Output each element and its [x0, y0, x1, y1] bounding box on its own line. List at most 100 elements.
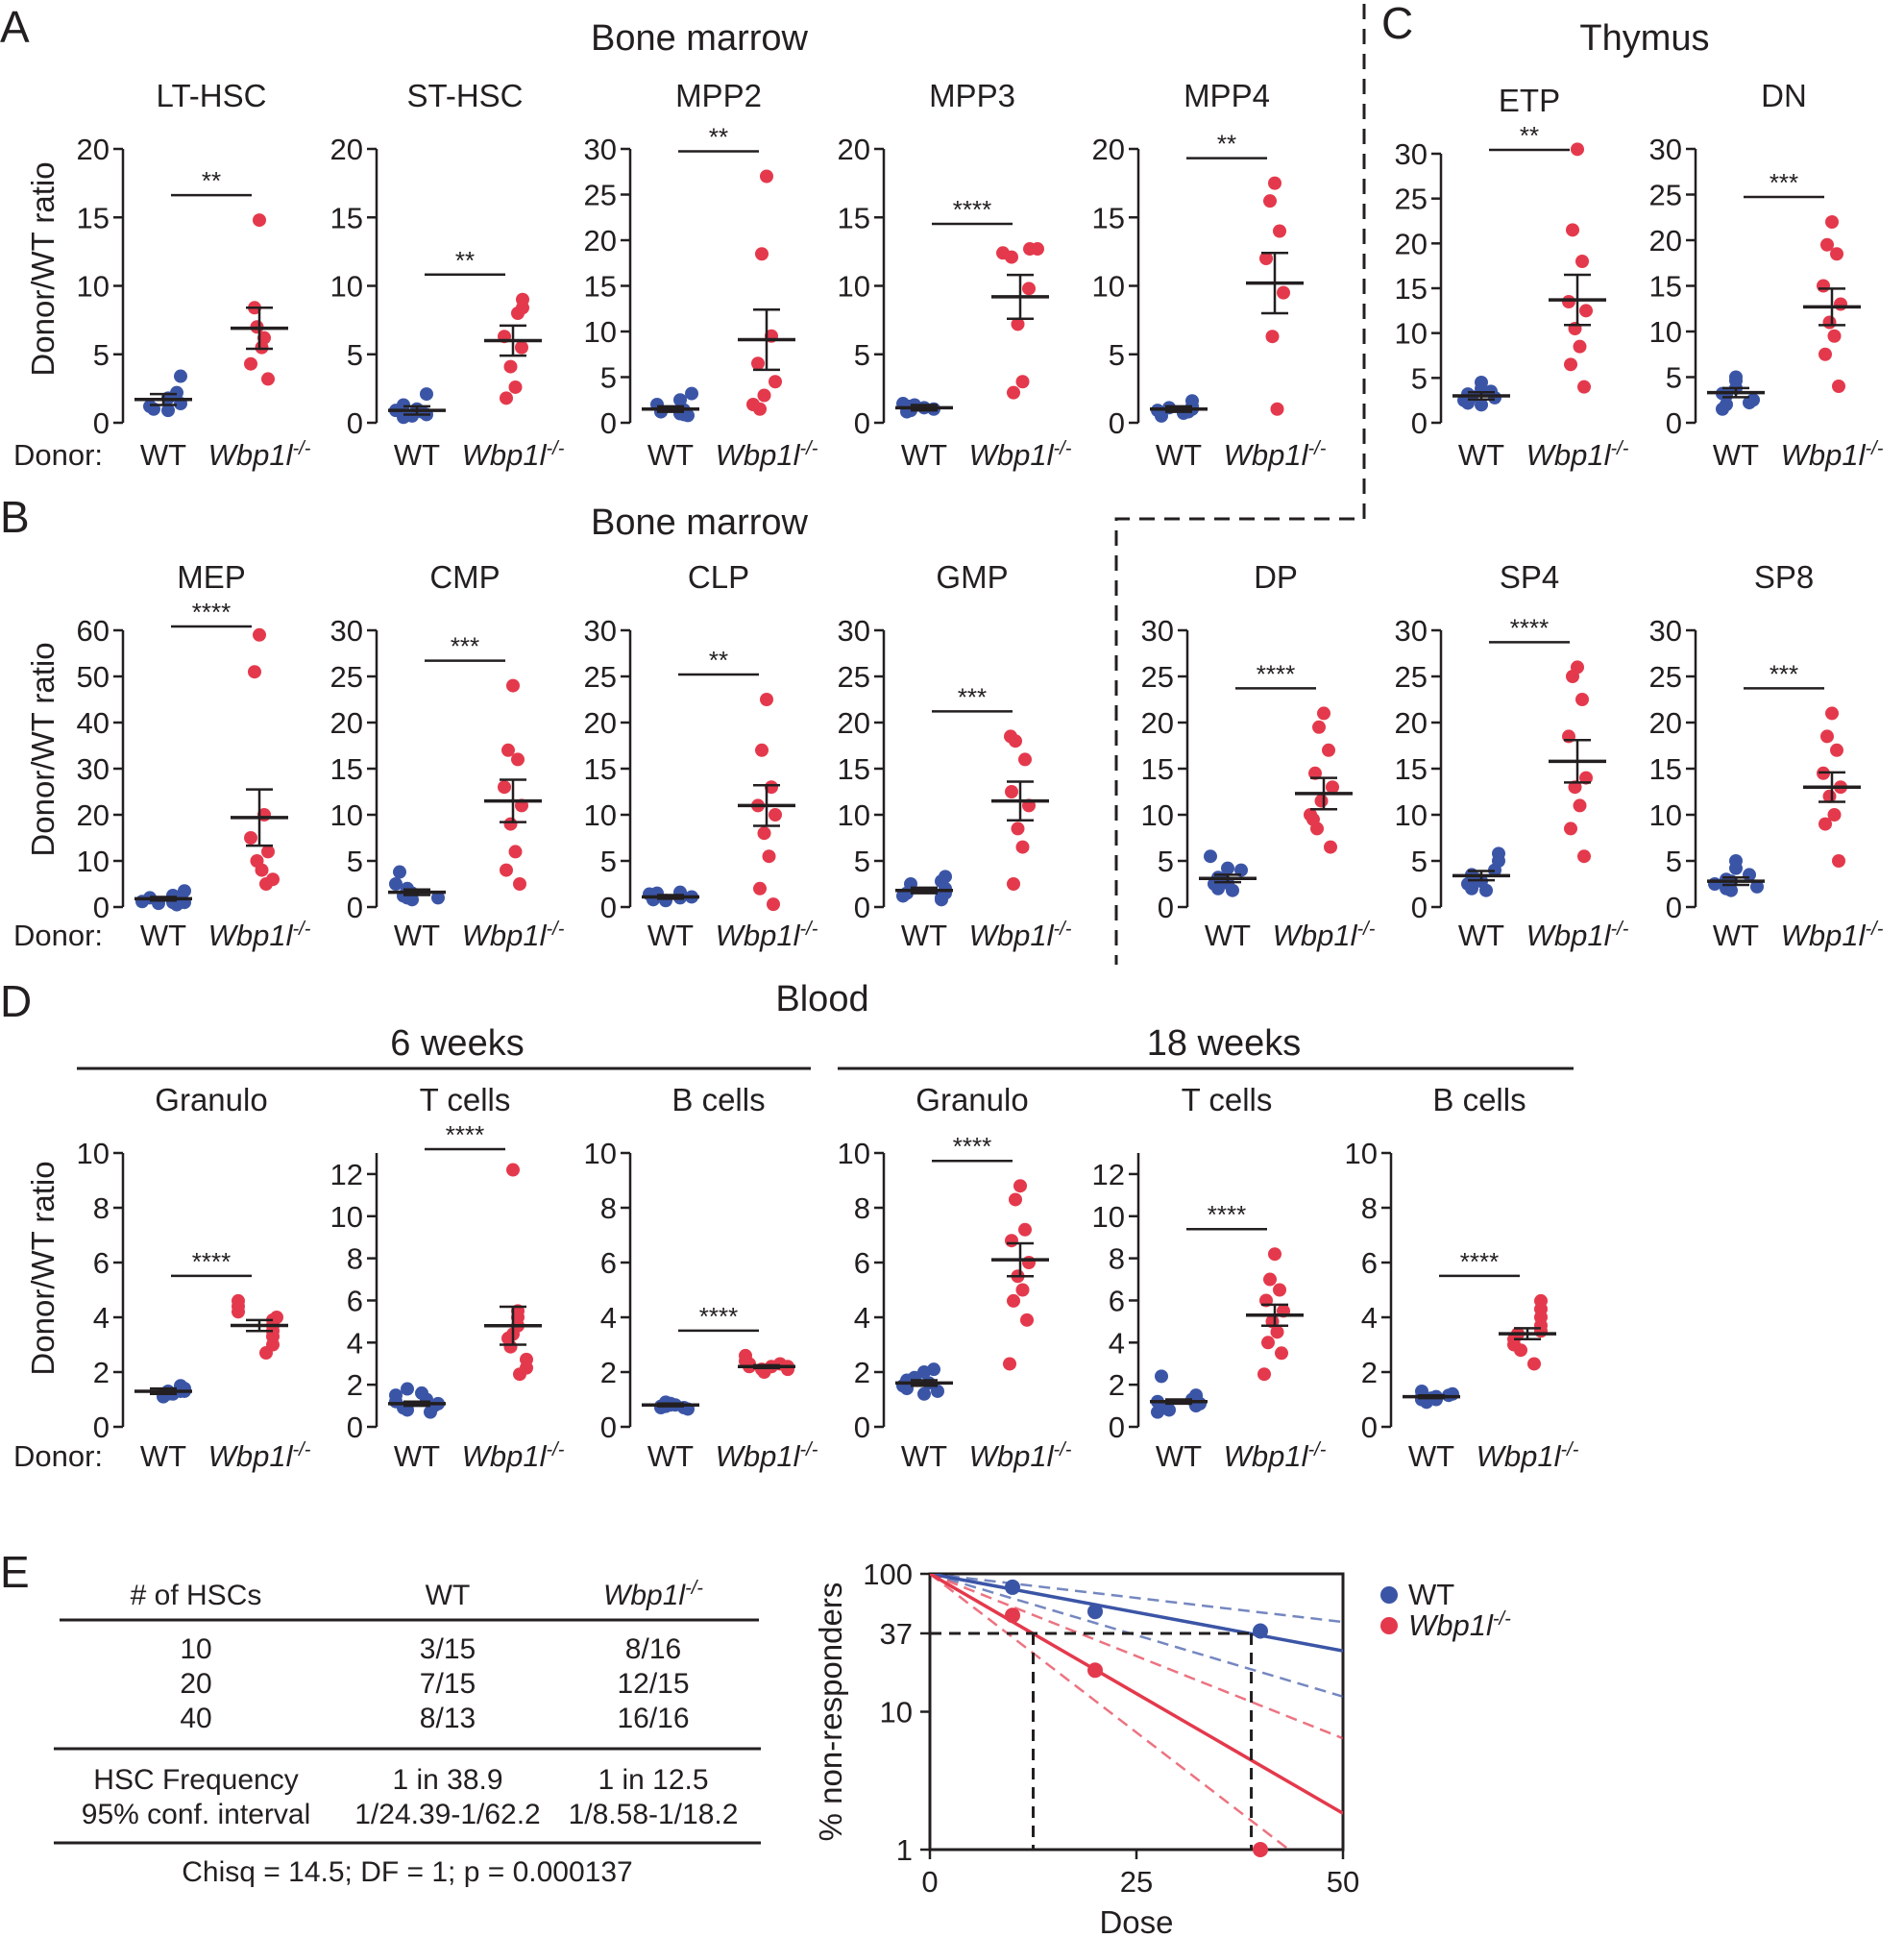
y-tick-label: 30 [1395, 614, 1428, 648]
ko-data-point [1022, 282, 1036, 296]
y-tick-label: 4 [854, 1301, 870, 1335]
ko-data-point [755, 743, 769, 757]
wt-ci-line [930, 1574, 1343, 1698]
category-label-wt: WT [901, 438, 947, 472]
panel-title: MPP3 [929, 78, 1015, 113]
y-tick-label: 25 [330, 660, 363, 694]
ko-data-point [261, 845, 275, 859]
category-label-ko-name: Wbp1l [1781, 919, 1867, 952]
wbp1l-data-point [1087, 1662, 1103, 1679]
ko-data-point [739, 1348, 752, 1362]
ko-data-point [1003, 1357, 1016, 1371]
y-tick-label: 5 [347, 845, 363, 878]
y-axis-label-d: Donor/WT ratio [25, 1161, 61, 1375]
ko-data-point [503, 817, 518, 831]
category-label-ko-name: Wbp1l [1526, 919, 1612, 952]
y-tick-label: 0 [347, 891, 363, 924]
ko-data-point [244, 831, 257, 845]
ko-data-point [1022, 1256, 1036, 1269]
y-tick-label: 15 [1092, 201, 1125, 234]
ko-data-point [1817, 279, 1830, 293]
ko-data-point [1270, 1325, 1284, 1339]
ko-data-point [506, 678, 520, 693]
table-head-ko-name: Wbp1l [603, 1580, 686, 1611]
y-tick-label: 20 [330, 706, 363, 740]
table-head-hscs: # of HSCs [131, 1580, 262, 1611]
ko-data-point [1322, 743, 1335, 757]
y-tick-label: 10 [1345, 1137, 1378, 1170]
y-tick-label: 0 [347, 1411, 363, 1444]
donor-label-a: Donor: [13, 438, 103, 472]
significance-label: ** [202, 166, 221, 195]
y-tick-label: 10 [1092, 1200, 1125, 1234]
wt-data-point [931, 1384, 944, 1398]
wt-data-point [1475, 398, 1488, 412]
category-label-wt: WT [647, 919, 694, 952]
ko-data-point [515, 340, 528, 355]
table-cell: 10 [180, 1633, 211, 1665]
y-tick-label: 5 [1411, 361, 1428, 395]
section-title-blood: Blood [775, 979, 868, 1019]
ko-data-point [1263, 194, 1277, 209]
table-cell: 12/15 [617, 1668, 689, 1700]
y-axis-label-b: Donor/WT ratio [25, 642, 61, 856]
panel-title: GMP [936, 559, 1008, 595]
wt-data-point [1743, 868, 1756, 882]
category-label-ko-name: Wbp1l [208, 919, 294, 952]
ko-data-point [1324, 840, 1337, 854]
category-label-wt: WT [1713, 438, 1759, 472]
category-label-wt: WT [140, 919, 186, 952]
category-label-wt: WT [901, 919, 947, 952]
y-tick-label: 10 [1395, 317, 1428, 351]
category-label-ko-sup: -/- [546, 919, 564, 940]
y-tick-label: 30 [1395, 137, 1428, 171]
table-cell: 1 in 38.9 [392, 1764, 502, 1796]
ko-data-point [1265, 330, 1280, 344]
scatter-panel-dn: DN 0 5 10 15 20 25 30 WT Wbp1l-/- *** [1649, 78, 1884, 472]
category-label-ko-name: Wbp1l [716, 919, 801, 952]
ko-data-point [1577, 380, 1591, 394]
ko-data-point [1827, 808, 1842, 822]
ko-data-point [1268, 176, 1282, 190]
table-cell: 3/15 [420, 1633, 476, 1665]
ko-data-point [1534, 1293, 1548, 1308]
y-tick-label: 0 [93, 406, 110, 440]
y-tick-label: 4 [1109, 1326, 1125, 1360]
panel-title: MPP2 [675, 78, 762, 113]
wt-data-point [143, 399, 157, 413]
category-label-wt: WT [140, 1439, 186, 1473]
y-tick-label: 0 [347, 406, 363, 440]
category-label-ko-sup: -/- [799, 1439, 818, 1460]
ko-data-point [1015, 375, 1030, 389]
ko-data-point [769, 375, 782, 389]
category-label-ko: Wbp1l-/- [208, 438, 311, 472]
ko-data-point [257, 331, 271, 345]
y-tick-label: 15 [1141, 752, 1174, 786]
wt-data-point [1475, 376, 1488, 389]
ko-data-point [1326, 780, 1339, 795]
ko-data-point [1834, 297, 1847, 311]
scatter-panel-t-cells: T cells 0 2 4 6 8 10 12 WT Wbp1l-/- **** [1092, 1082, 1327, 1473]
category-label-ko: Wbp1l-/- [969, 919, 1072, 952]
category-label-ko: Wbp1l-/- [969, 438, 1072, 472]
ko-data-point [248, 665, 261, 679]
category-label-wt: WT [394, 919, 440, 952]
ko-data-point [1825, 706, 1839, 721]
category-label-wt: WT [1156, 438, 1202, 472]
ldp-legend: WT Wbp1l-/- [1380, 1578, 1511, 1642]
category-label-wt: WT [394, 438, 440, 472]
ko-data-point [1005, 785, 1018, 798]
donor-label-b: Donor: [13, 919, 103, 952]
category-label-ko-name: Wbp1l [208, 438, 294, 472]
category-label-ko-sup: -/- [292, 919, 310, 940]
ko-data-point [1562, 295, 1575, 308]
category-label-ko: Wbp1l-/- [716, 438, 818, 472]
ko-data-point [500, 863, 513, 877]
ko-data-point [253, 213, 266, 228]
y-tick-label: 10 [584, 798, 617, 832]
ko-data-point [1832, 380, 1845, 393]
ko-data-point [1020, 1312, 1034, 1327]
y-tick-label: 5 [1666, 845, 1682, 878]
significance-label: **** [1510, 613, 1549, 642]
